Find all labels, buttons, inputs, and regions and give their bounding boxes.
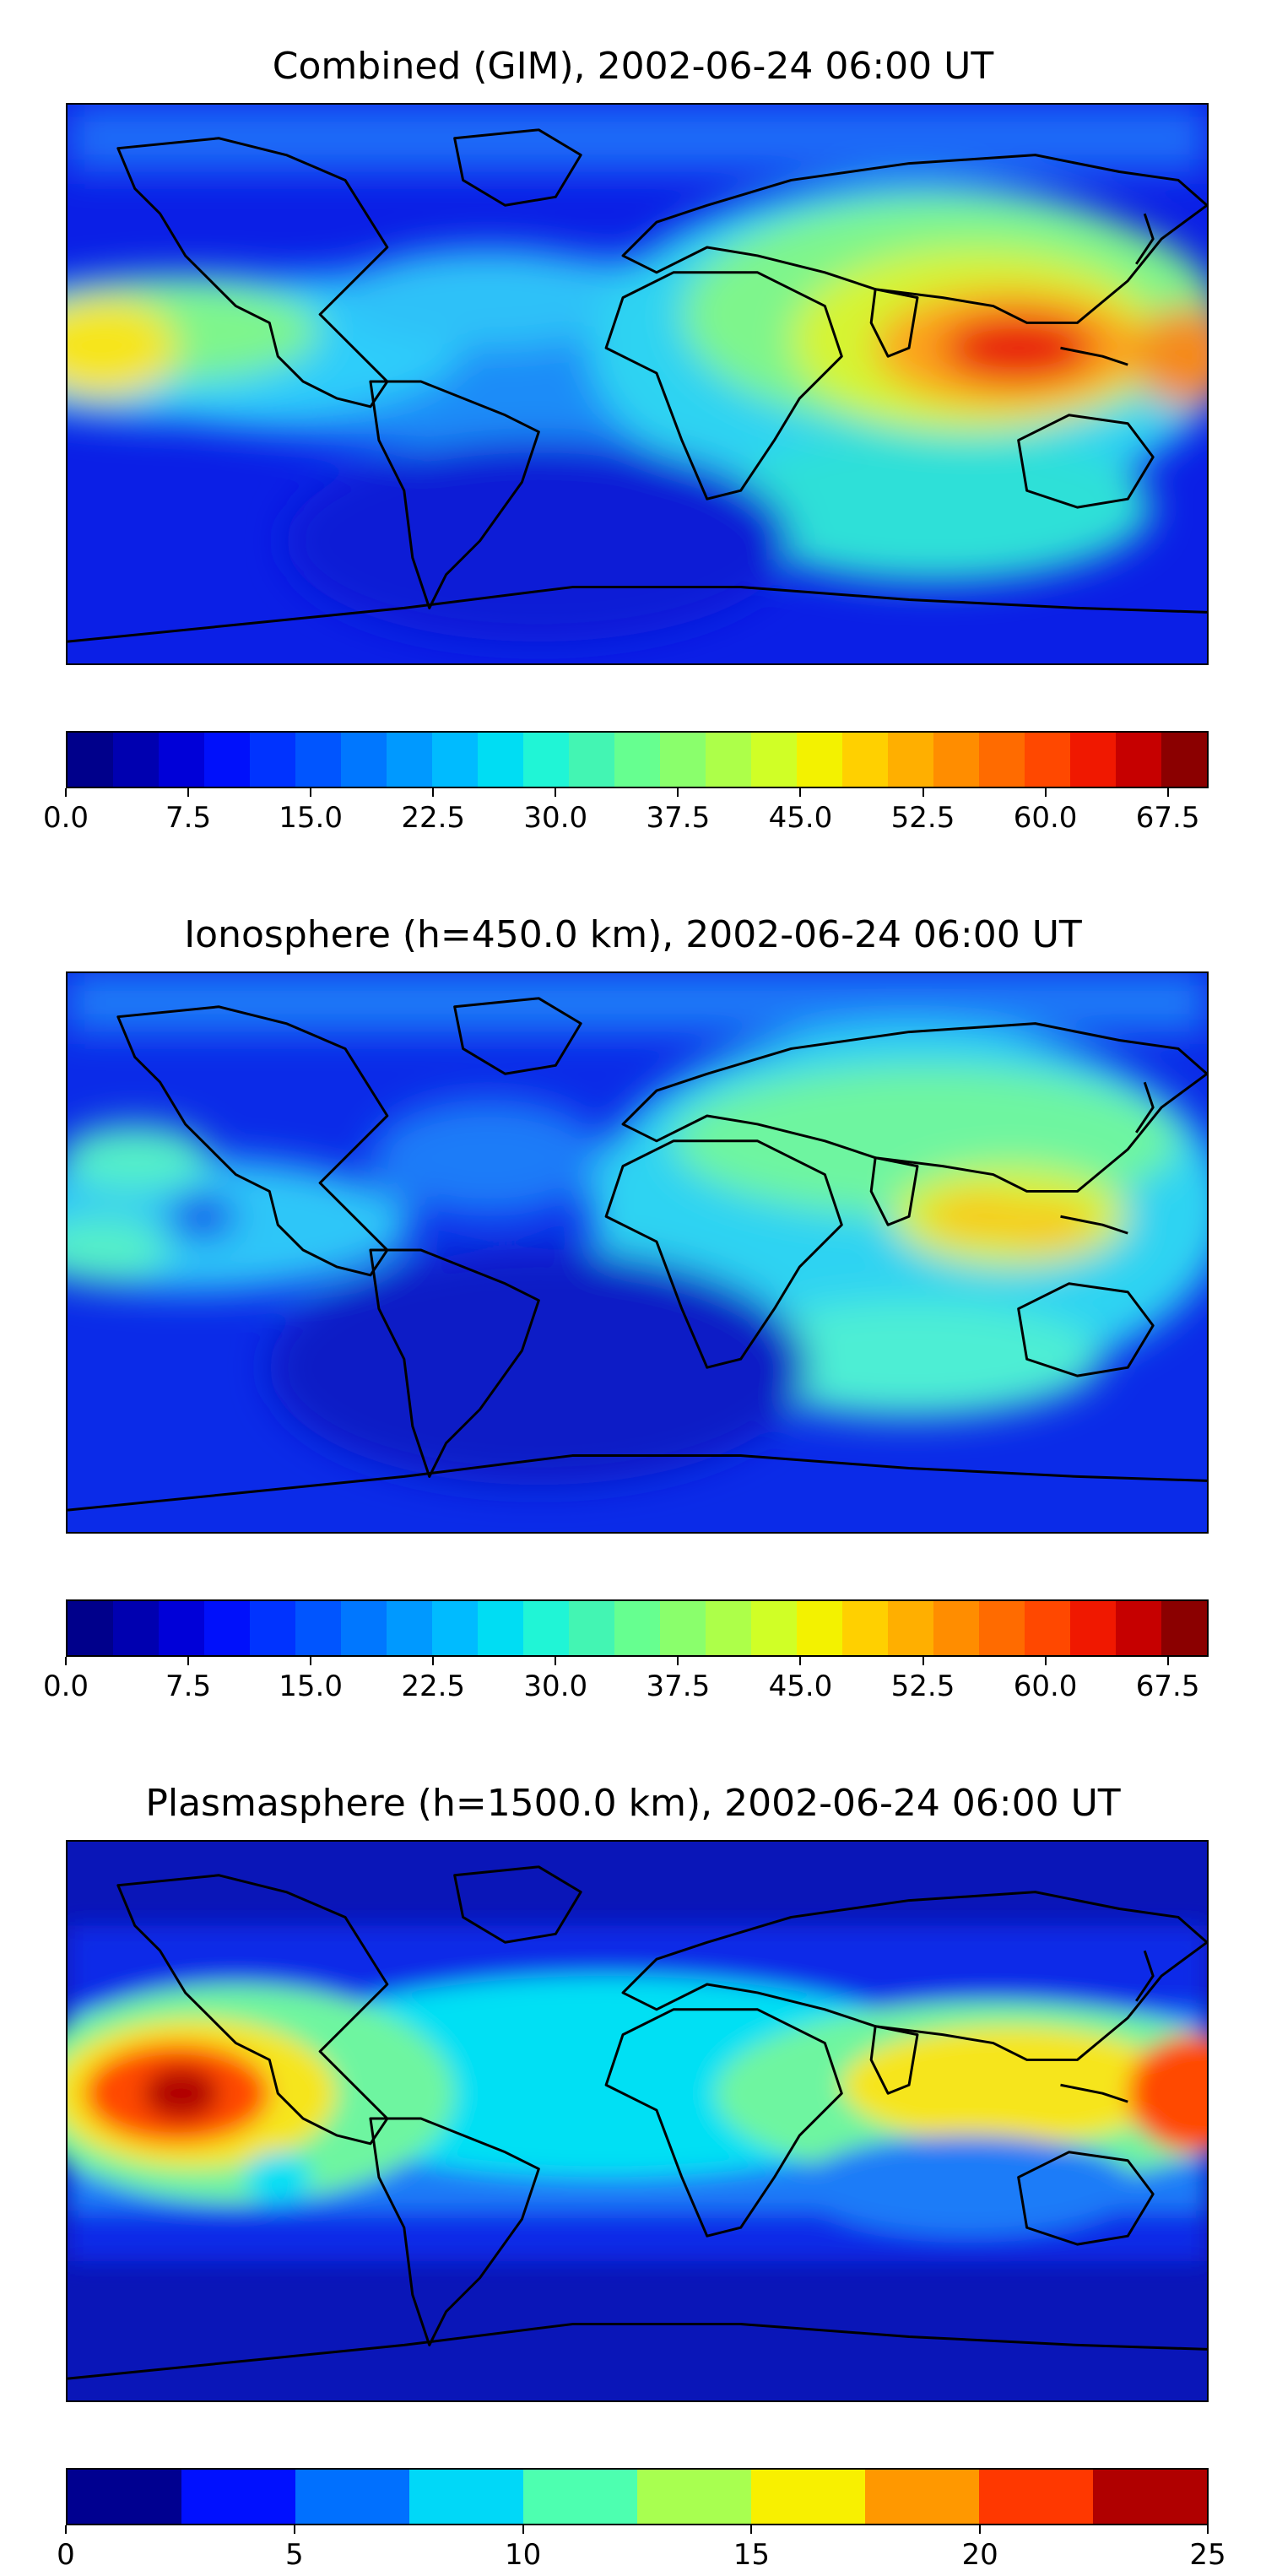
colorbar-tick-label: 60.0 — [1013, 801, 1078, 835]
colorbar-tick-label: 10 — [504, 2538, 542, 2572]
colorbar-tick-label: 52.5 — [890, 801, 955, 835]
colorbar-tick — [432, 1657, 435, 1665]
colorbar-tick — [799, 1657, 802, 1665]
colorbar-tick — [799, 788, 802, 797]
colorbar-tick — [65, 1657, 67, 1665]
map-ionosphere — [66, 971, 1209, 1534]
colorbar-ionosphere — [66, 1599, 1209, 1657]
colorbar-plasmasphere-ticks: 0 5 10 15 20 25 — [57, 2525, 1226, 2576]
colorbar-tick-label: 25 — [1189, 2538, 1226, 2572]
colorbar-tick — [432, 788, 435, 797]
colorbar-tick — [1044, 1657, 1047, 1665]
colorbar-tick — [1207, 2525, 1209, 2534]
colorbar-tick-label: 7.5 — [165, 1670, 212, 1703]
map-plasmasphere — [66, 1840, 1209, 2402]
panel-1-title: Combined (GIM), 2002-06-24 06:00 UT — [272, 45, 994, 88]
colorbar-tick — [1166, 788, 1169, 797]
colorbar-tick-label: 37.5 — [646, 1670, 711, 1703]
colorbar-tick — [677, 1657, 679, 1665]
colorbar-tick — [555, 788, 557, 797]
colorbar-tick-label: 15 — [733, 2538, 771, 2572]
colorbar-tick-label: 0 — [57, 2538, 75, 2572]
colorbar-tick-label: 0.0 — [42, 801, 89, 835]
colorbar-tick-label: 20 — [961, 2538, 998, 2572]
colorbar-tick-label: 30.0 — [523, 1670, 588, 1703]
colorbar-tick — [1044, 788, 1047, 797]
colorbar-tick-label: 30.0 — [523, 801, 588, 835]
colorbar-tick-label: 15.0 — [279, 1670, 343, 1703]
colorbar-combined-ticks: 0.0 7.5 15.0 22.5 30.0 37.5 45.0 52.5 60.0 67.5 — [43, 788, 1209, 839]
colorbar-ionosphere-ticks: 0.0 7.5 15.0 22.5 30.0 37.5 45.0 52.5 60.0 67.5 — [43, 1657, 1209, 1707]
colorbar-tick-label: 45.0 — [768, 801, 833, 835]
colorbar-tick-label: 67.5 — [1135, 1670, 1200, 1703]
colorbar-tick-label: 22.5 — [401, 1670, 466, 1703]
colorbar-tick — [750, 2525, 753, 2534]
colorbar-tick — [310, 788, 312, 797]
colorbar-tick — [310, 1657, 312, 1665]
colorbar-tick — [187, 788, 190, 797]
colorbar-tick-label: 0.0 — [42, 1670, 89, 1703]
colorbar-tick — [187, 1657, 190, 1665]
colorbar-tick-label: 67.5 — [1135, 801, 1200, 835]
colorbar-tick-label: 7.5 — [165, 801, 212, 835]
colorbar-tick-label: 5 — [284, 2538, 304, 2572]
colorbar-combined — [66, 731, 1209, 788]
map-combined — [66, 103, 1209, 665]
colorbar-tick-label: 37.5 — [646, 801, 711, 835]
colorbar-tick — [65, 788, 67, 797]
colorbar-tick-label: 52.5 — [890, 1670, 955, 1703]
colorbar-tick — [65, 2525, 67, 2534]
colorbar-tick — [922, 788, 924, 797]
colorbar-tick — [522, 2525, 524, 2534]
panel-2-title: Ionosphere (h=450.0 km), 2002-06-24 06:0… — [184, 913, 1082, 956]
colorbar-tick — [922, 1657, 924, 1665]
colorbar-tick — [555, 1657, 557, 1665]
colorbar-tick — [293, 2525, 295, 2534]
colorbar-tick-label: 15.0 — [279, 801, 343, 835]
colorbar-tick — [979, 2525, 982, 2534]
colorbar-tick — [677, 788, 679, 797]
colorbar-tick — [1166, 1657, 1169, 1665]
colorbar-tick-label: 60.0 — [1013, 1670, 1078, 1703]
colorbar-tick-label: 45.0 — [768, 1670, 833, 1703]
panel-3-title: Plasmasphere (h=1500.0 km), 2002-06-24 0… — [145, 1782, 1121, 1825]
colorbar-tick-label: 22.5 — [401, 801, 466, 835]
colorbar-plasmasphere — [66, 2468, 1209, 2525]
